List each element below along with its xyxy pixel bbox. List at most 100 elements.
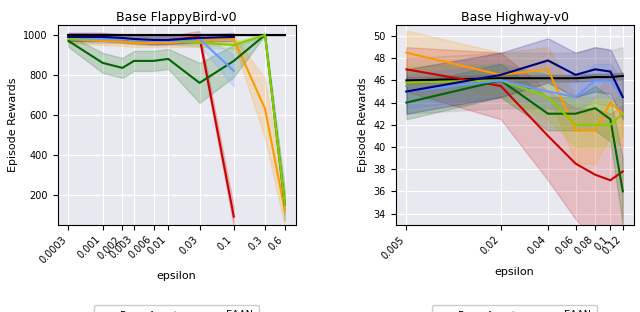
EACN bbox=[497, 84, 504, 88]
Line: OACN: OACN bbox=[68, 39, 285, 211]
FSP bbox=[65, 35, 72, 39]
Title: Base FlappyBird-v0: Base FlappyBird-v0 bbox=[116, 11, 237, 24]
FSP bbox=[150, 38, 157, 42]
FSP bbox=[130, 37, 138, 41]
X-axis label: epsilon: epsilon bbox=[495, 266, 534, 276]
Base_Agent bbox=[65, 33, 72, 37]
Y-axis label: Episode Rewards: Episode Rewards bbox=[8, 78, 18, 172]
RARL bbox=[118, 37, 126, 41]
OACN bbox=[65, 37, 72, 41]
Line: OAAN: OAAN bbox=[68, 35, 285, 205]
OAAN bbox=[118, 37, 126, 41]
Base_Agent bbox=[164, 33, 172, 37]
EAAN bbox=[65, 39, 72, 43]
OAAN bbox=[65, 37, 72, 41]
Line: EACN: EACN bbox=[406, 69, 623, 180]
Base_Agent bbox=[572, 79, 579, 82]
Base_Agent bbox=[99, 33, 106, 37]
EAAN bbox=[619, 189, 627, 193]
Line: EAAN: EAAN bbox=[406, 80, 623, 191]
RARL bbox=[497, 79, 504, 82]
EAAN bbox=[99, 61, 106, 65]
RARL bbox=[196, 37, 204, 41]
Complex_Agent bbox=[130, 33, 138, 37]
EACN bbox=[118, 37, 126, 41]
FSP bbox=[403, 90, 410, 93]
Complex_Agent bbox=[619, 74, 627, 78]
EAAN bbox=[261, 33, 269, 37]
RARL bbox=[544, 90, 552, 93]
Complex_Agent bbox=[261, 33, 269, 37]
Title: Base Highway-v0: Base Highway-v0 bbox=[461, 11, 568, 24]
EAAN bbox=[572, 112, 579, 115]
Base_Agent bbox=[118, 33, 126, 37]
OACN bbox=[572, 129, 579, 132]
EAAN bbox=[591, 106, 599, 110]
FSP bbox=[164, 38, 172, 42]
OAAN bbox=[130, 38, 138, 42]
Base_Agent bbox=[281, 33, 289, 37]
OAAN bbox=[497, 79, 504, 82]
Base_Agent bbox=[150, 33, 157, 37]
EAAN bbox=[164, 57, 172, 61]
OACN bbox=[544, 67, 552, 71]
RARL bbox=[65, 35, 72, 39]
Y-axis label: Episode Rewards: Episode Rewards bbox=[358, 78, 368, 172]
Line: RARL: RARL bbox=[68, 37, 234, 71]
EAAN bbox=[230, 59, 237, 63]
EAAN bbox=[196, 81, 204, 85]
RARL bbox=[591, 79, 599, 82]
Line: RARL: RARL bbox=[406, 80, 623, 97]
EACN bbox=[572, 162, 579, 165]
Line: EACN: EACN bbox=[68, 37, 234, 217]
Complex_Agent bbox=[544, 76, 552, 80]
FSP bbox=[196, 36, 204, 40]
RARL bbox=[99, 37, 106, 41]
Line: OACN: OACN bbox=[406, 53, 623, 130]
EACN bbox=[230, 215, 237, 218]
EACN bbox=[130, 38, 138, 42]
Complex_Agent bbox=[196, 33, 204, 37]
OACN bbox=[164, 41, 172, 45]
Base_Agent bbox=[403, 84, 410, 88]
OACN bbox=[118, 40, 126, 44]
RARL bbox=[164, 39, 172, 43]
RARL bbox=[130, 38, 138, 42]
OACN bbox=[99, 39, 106, 43]
FSP bbox=[619, 95, 627, 99]
EAAN bbox=[150, 59, 157, 63]
FSP bbox=[591, 67, 599, 71]
EACN bbox=[196, 35, 204, 39]
Base_Agent bbox=[591, 73, 599, 77]
OAAN bbox=[150, 39, 157, 43]
RARL bbox=[230, 69, 237, 73]
Complex_Agent bbox=[607, 75, 614, 79]
EACN bbox=[65, 35, 72, 39]
OACN bbox=[230, 37, 237, 41]
OAAN bbox=[544, 95, 552, 99]
RARL bbox=[150, 39, 157, 43]
RARL bbox=[619, 95, 627, 99]
Complex_Agent bbox=[572, 76, 579, 80]
Line: Base_Agent: Base_Agent bbox=[406, 75, 623, 86]
EACN bbox=[150, 39, 157, 43]
FSP bbox=[230, 35, 237, 39]
EACN bbox=[164, 38, 172, 42]
OAAN bbox=[99, 37, 106, 41]
OAAN bbox=[619, 112, 627, 115]
FSP bbox=[118, 36, 126, 40]
EACN bbox=[591, 173, 599, 177]
FSP bbox=[572, 73, 579, 77]
Complex_Agent bbox=[497, 76, 504, 80]
Line: FSP: FSP bbox=[406, 61, 623, 97]
Complex_Agent bbox=[150, 33, 157, 37]
EAAN bbox=[130, 59, 138, 63]
OAAN bbox=[403, 81, 410, 85]
EAAN bbox=[497, 79, 504, 82]
Legend: Base_Agent, Complex_Agent, EACN, OACN, EAAN, OAAN, RARL, FSP: Base_Agent, Complex_Agent, EACN, OACN, E… bbox=[94, 305, 259, 312]
FSP bbox=[99, 35, 106, 39]
EAAN bbox=[544, 112, 552, 115]
Base_Agent bbox=[130, 33, 138, 37]
OAAN bbox=[230, 43, 237, 47]
OACN bbox=[607, 101, 614, 105]
